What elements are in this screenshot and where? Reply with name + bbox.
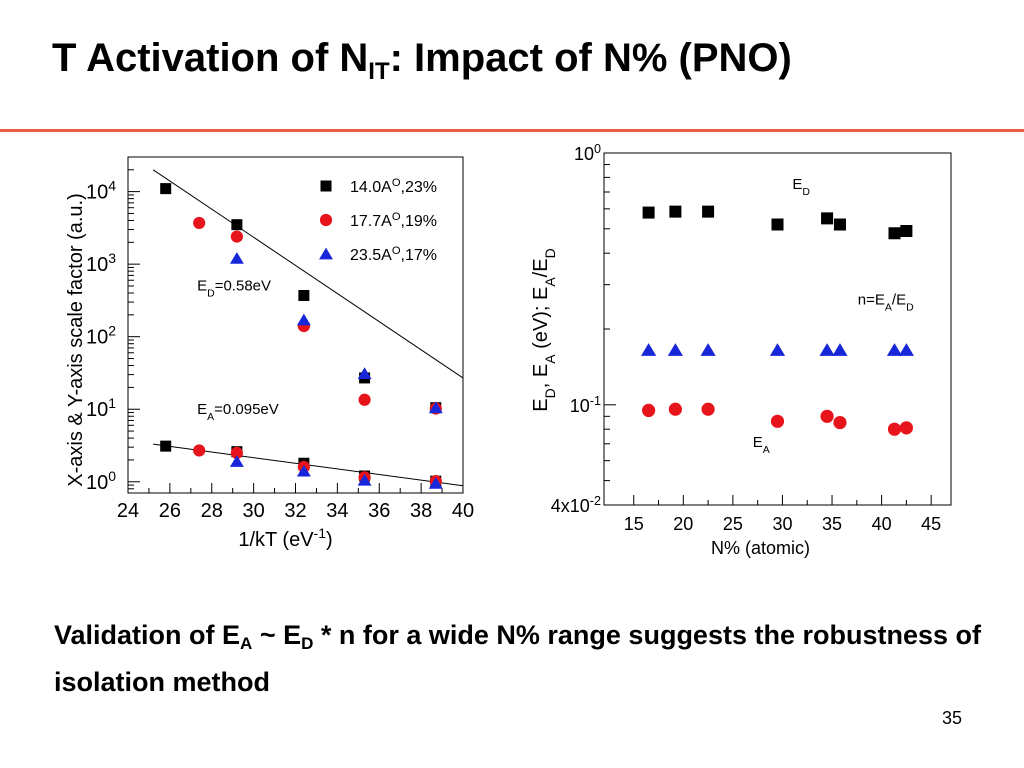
data-point-circle bbox=[668, 402, 682, 416]
data-point-circle bbox=[820, 409, 834, 423]
data-point-square bbox=[642, 206, 655, 219]
y-tick-label: 103 bbox=[86, 250, 116, 276]
fit-line bbox=[152, 169, 464, 379]
y-tick-label: 100 bbox=[86, 468, 116, 494]
y-axis-label: ED, EA (eV); EA/ED bbox=[530, 248, 558, 411]
legend-marker-triangle bbox=[319, 247, 333, 260]
data-point-circle bbox=[358, 393, 371, 406]
plot-frame bbox=[603, 152, 952, 506]
data-point-circle bbox=[642, 403, 656, 418]
legend-marker-square bbox=[320, 180, 332, 192]
data-point-square bbox=[702, 205, 715, 218]
x-tick-label: 38 bbox=[410, 500, 432, 522]
x-tick-label: 15 bbox=[624, 514, 644, 534]
x-tick-label: 26 bbox=[159, 500, 181, 522]
legend-label: 14.0AO,23% bbox=[350, 177, 437, 196]
x-axis-label: N% (atomic) bbox=[711, 538, 810, 558]
slide-title: T Activation of NIT: Impact of N% (PNO) bbox=[52, 36, 792, 85]
data-point-triangle bbox=[832, 343, 848, 356]
data-point-triangle bbox=[296, 464, 311, 477]
data-point-circle bbox=[701, 402, 715, 416]
x-axis-label: 1/kT (eV-1) bbox=[238, 525, 332, 551]
x-tick-label: 36 bbox=[368, 500, 390, 522]
x-tick-label: 24 bbox=[117, 500, 139, 522]
chart-annotation: n=EA/ED bbox=[858, 292, 914, 314]
legend-label: 17.7AO,19% bbox=[350, 211, 437, 230]
data-point-square bbox=[771, 218, 784, 231]
data-point-circle bbox=[833, 415, 847, 430]
data-point-triangle bbox=[357, 367, 372, 379]
chart-annotation: ED=0.58eV bbox=[197, 278, 271, 300]
page-number: 35 bbox=[941, 708, 962, 728]
data-point-triangle bbox=[357, 473, 372, 486]
legend-label: 23.5AO,17% bbox=[350, 245, 437, 264]
data-point-square bbox=[821, 212, 834, 225]
data-point-square bbox=[833, 218, 846, 231]
data-point-triangle bbox=[229, 252, 244, 264]
data-point-triangle bbox=[898, 343, 914, 356]
x-tick-label: 32 bbox=[284, 500, 306, 522]
data-point-circle bbox=[230, 230, 243, 243]
data-point-square bbox=[900, 225, 913, 238]
data-point-square bbox=[298, 289, 310, 301]
data-point-triangle bbox=[641, 343, 657, 356]
title-subscript: IT bbox=[368, 58, 390, 85]
chart-annotation: EA bbox=[753, 434, 770, 456]
x-tick-label: 40 bbox=[872, 514, 892, 534]
data-point-triangle bbox=[769, 343, 786, 356]
x-tick-label: 30 bbox=[772, 514, 792, 534]
data-point-square bbox=[669, 205, 682, 218]
data-point-triangle bbox=[667, 343, 683, 356]
y-tick-label: 102 bbox=[86, 323, 116, 349]
data-point-circle bbox=[193, 216, 206, 230]
data-point-triangle bbox=[819, 343, 835, 356]
data-point-circle bbox=[899, 421, 913, 435]
x-tick-label: 45 bbox=[921, 514, 941, 534]
x-tick-label: 28 bbox=[201, 500, 223, 522]
conclusion-text: Validation of EA ~ ED * n for a wide N% … bbox=[54, 620, 981, 697]
y-tick-label: 100 bbox=[574, 142, 601, 164]
chart-annotation: ED bbox=[792, 176, 810, 198]
x-tick-label: 30 bbox=[243, 500, 265, 522]
y-tick-label: 4x10-2 bbox=[551, 494, 601, 516]
legend-marker-circle bbox=[319, 213, 333, 227]
chart-annotation: EA=0.095eV bbox=[197, 401, 279, 423]
x-tick-label: 34 bbox=[326, 500, 348, 522]
x-tick-label: 35 bbox=[822, 514, 842, 534]
y-axis-label: X-axis & Y-axis scale factor (a.u.) bbox=[65, 193, 87, 486]
data-point-triangle bbox=[700, 343, 716, 356]
y-tick-label: 10-1 bbox=[570, 394, 601, 416]
data-point-triangle bbox=[428, 401, 443, 414]
x-tick-label: 20 bbox=[673, 514, 693, 534]
data-point-square bbox=[160, 183, 172, 195]
data-point-square bbox=[160, 440, 172, 452]
x-tick-label: 25 bbox=[723, 514, 743, 534]
x-tick-label: 40 bbox=[452, 500, 474, 522]
y-tick-label: 101 bbox=[86, 395, 116, 421]
data-point-triangle bbox=[296, 313, 311, 326]
data-point-square bbox=[888, 227, 901, 240]
data-point-triangle bbox=[229, 455, 244, 467]
data-point-triangle bbox=[886, 343, 903, 356]
data-point-circle bbox=[230, 446, 243, 459]
y-tick-label: 104 bbox=[86, 178, 116, 204]
data-point-circle bbox=[887, 422, 902, 436]
data-point-circle bbox=[770, 414, 785, 428]
data-point-circle bbox=[193, 444, 206, 457]
data-point-square bbox=[231, 219, 243, 231]
data-point-triangle bbox=[428, 477, 443, 489]
title-divider bbox=[0, 129, 1024, 132]
